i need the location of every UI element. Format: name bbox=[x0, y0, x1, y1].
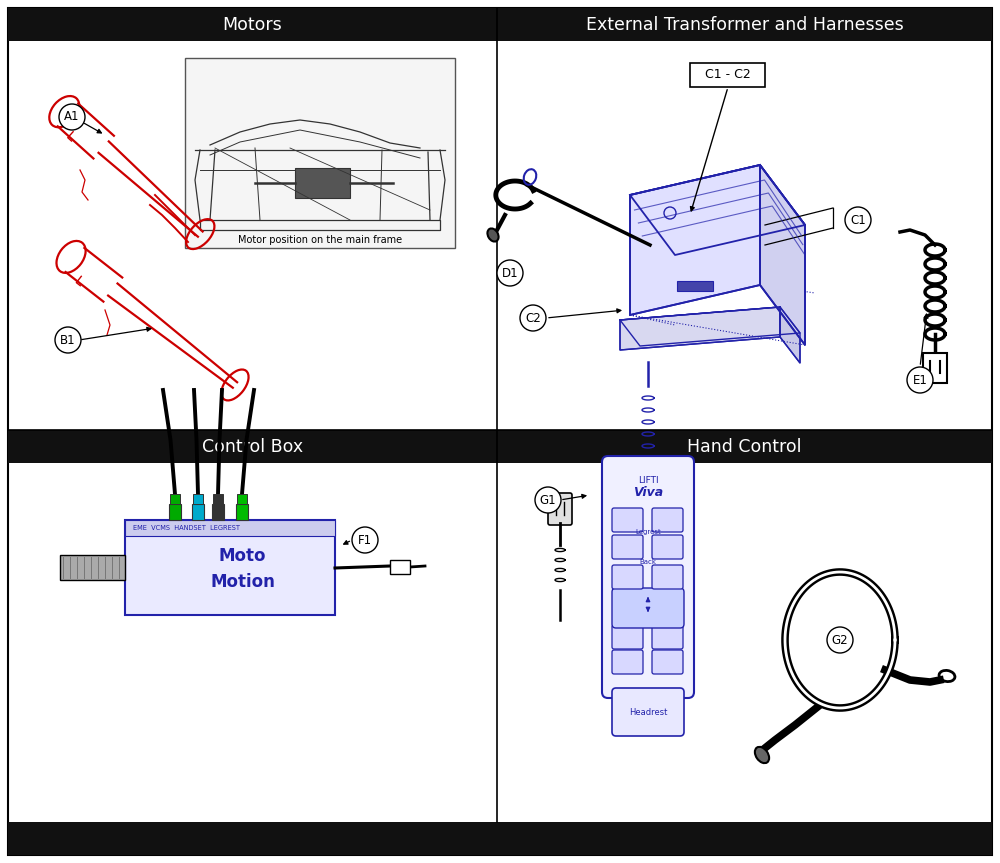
Text: F1: F1 bbox=[358, 533, 372, 546]
Bar bbox=[497, 8, 992, 41]
Bar bbox=[170, 494, 180, 504]
Circle shape bbox=[497, 260, 523, 286]
Text: Moto: Moto bbox=[219, 547, 266, 565]
Bar bbox=[125, 520, 335, 615]
Text: Viva: Viva bbox=[633, 486, 663, 499]
Bar bbox=[169, 504, 181, 520]
Circle shape bbox=[907, 367, 933, 393]
Bar bbox=[193, 494, 203, 504]
FancyBboxPatch shape bbox=[602, 456, 694, 698]
FancyBboxPatch shape bbox=[612, 508, 643, 532]
Bar bbox=[212, 504, 224, 520]
Bar bbox=[8, 430, 497, 463]
Circle shape bbox=[55, 327, 81, 353]
Circle shape bbox=[352, 527, 378, 553]
Polygon shape bbox=[630, 165, 805, 255]
Text: Back: Back bbox=[640, 559, 656, 565]
FancyBboxPatch shape bbox=[652, 650, 683, 674]
Text: C1: C1 bbox=[850, 213, 866, 226]
Bar bbox=[295, 168, 350, 198]
Text: D1: D1 bbox=[502, 267, 518, 280]
FancyBboxPatch shape bbox=[612, 688, 684, 736]
Text: LIFTI: LIFTI bbox=[638, 476, 658, 484]
Circle shape bbox=[520, 305, 546, 331]
Text: A1: A1 bbox=[64, 110, 80, 123]
FancyBboxPatch shape bbox=[612, 535, 643, 559]
Text: Legrest: Legrest bbox=[635, 529, 661, 535]
Bar bbox=[923, 353, 947, 383]
Text: Control Box: Control Box bbox=[202, 438, 303, 456]
Bar bbox=[497, 430, 992, 463]
Bar bbox=[690, 63, 765, 87]
Bar bbox=[185, 58, 455, 248]
Circle shape bbox=[845, 207, 871, 233]
Text: E1: E1 bbox=[913, 374, 927, 387]
FancyBboxPatch shape bbox=[652, 508, 683, 532]
FancyBboxPatch shape bbox=[612, 625, 643, 649]
Text: C2: C2 bbox=[525, 312, 541, 324]
FancyBboxPatch shape bbox=[652, 535, 683, 559]
Ellipse shape bbox=[755, 746, 769, 763]
Polygon shape bbox=[620, 307, 800, 346]
Bar bbox=[8, 8, 497, 41]
Ellipse shape bbox=[487, 229, 499, 242]
FancyBboxPatch shape bbox=[548, 493, 572, 525]
FancyBboxPatch shape bbox=[612, 588, 684, 628]
Text: C1 - C2: C1 - C2 bbox=[705, 68, 751, 81]
FancyBboxPatch shape bbox=[652, 565, 683, 589]
Circle shape bbox=[827, 627, 853, 653]
Text: Motor position on the main frame: Motor position on the main frame bbox=[238, 235, 402, 245]
FancyBboxPatch shape bbox=[612, 565, 643, 589]
Circle shape bbox=[535, 487, 561, 513]
Text: G1: G1 bbox=[540, 494, 556, 507]
Bar bbox=[60, 555, 125, 580]
Bar bbox=[8, 822, 992, 855]
Circle shape bbox=[59, 104, 85, 130]
Bar bbox=[390, 560, 410, 574]
Text: Headrest: Headrest bbox=[629, 708, 667, 716]
FancyBboxPatch shape bbox=[612, 650, 643, 674]
Text: B1: B1 bbox=[60, 333, 76, 347]
FancyBboxPatch shape bbox=[652, 625, 683, 649]
Polygon shape bbox=[620, 307, 780, 350]
Text: Hand Control: Hand Control bbox=[687, 438, 802, 456]
Text: G2: G2 bbox=[832, 633, 848, 646]
Bar bbox=[236, 504, 248, 520]
Polygon shape bbox=[630, 165, 760, 315]
Bar bbox=[237, 494, 247, 504]
Polygon shape bbox=[780, 307, 800, 363]
Bar bbox=[213, 494, 223, 504]
Bar bbox=[677, 281, 713, 291]
Text: Motors: Motors bbox=[223, 16, 282, 34]
Polygon shape bbox=[760, 165, 805, 345]
Text: Motion: Motion bbox=[210, 573, 275, 591]
Bar bbox=[192, 504, 204, 520]
Text: External Transformer and Harnesses: External Transformer and Harnesses bbox=[586, 16, 903, 34]
Text: EME  VCMS  HANDSET  LEGREST: EME VCMS HANDSET LEGREST bbox=[133, 525, 240, 531]
Bar bbox=[125, 520, 335, 536]
